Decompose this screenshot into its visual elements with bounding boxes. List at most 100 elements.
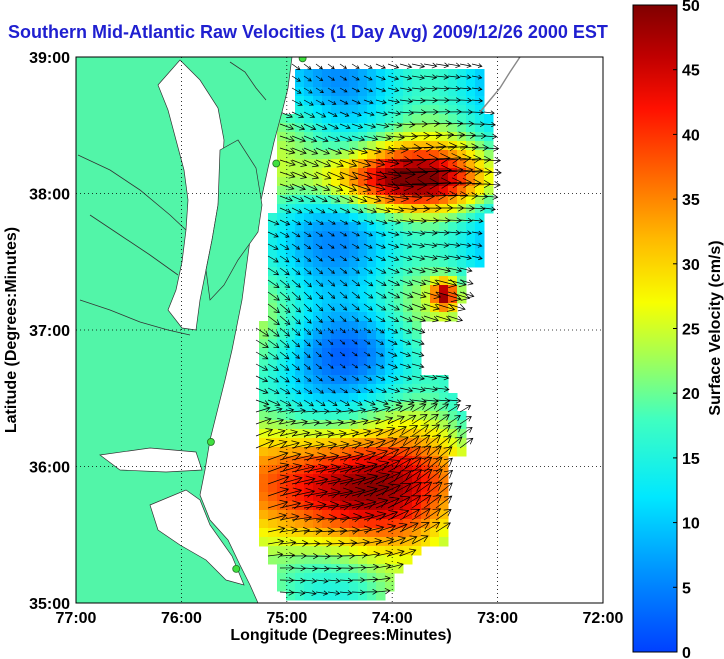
velocity-cell	[394, 492, 404, 502]
velocity-cell	[439, 168, 449, 178]
velocity-arrow	[387, 315, 400, 323]
velocity-cell	[367, 474, 377, 484]
velocity-cell	[430, 78, 440, 88]
velocity-arrow	[459, 437, 474, 449]
velocity-arrow	[411, 535, 429, 545]
velocity-arrow	[375, 255, 387, 262]
velocity-cell	[448, 411, 458, 421]
velocity-arrow	[363, 563, 380, 571]
velocity-arrow	[447, 120, 464, 127]
velocity-cell	[376, 294, 386, 304]
velocity-arrow	[291, 327, 301, 336]
velocity-cell	[304, 249, 314, 259]
velocity-cell	[322, 447, 332, 457]
velocity-arrow	[411, 63, 426, 69]
velocity-arrow	[399, 166, 429, 179]
velocity-arrow	[291, 111, 305, 119]
velocity-cell	[286, 267, 296, 277]
velocity-cell	[412, 411, 422, 421]
map-title: Southern Mid-Atlantic Raw Velocities (1 …	[8, 22, 608, 42]
velocity-cell	[313, 420, 323, 430]
velocity-cell	[286, 276, 296, 286]
velocity-cell	[295, 114, 305, 124]
velocity-cell	[322, 528, 332, 538]
velocity-cell	[340, 285, 350, 295]
velocity-arrow	[411, 468, 433, 485]
colorbar-tick-label: 30	[682, 257, 700, 274]
velocity-cell	[376, 114, 386, 124]
velocity-arrow	[303, 135, 318, 143]
velocity-cell	[439, 231, 449, 241]
velocity-cell	[367, 213, 377, 223]
velocity-cell	[376, 366, 386, 376]
velocity-cell	[286, 465, 296, 475]
velocity-cell	[367, 132, 377, 142]
velocity-arrow	[399, 446, 422, 461]
velocity-cell	[358, 159, 368, 169]
velocity-cell	[403, 213, 413, 223]
velocity-cell	[340, 105, 350, 115]
velocity-cell	[439, 114, 449, 124]
velocity-arrow	[291, 255, 301, 263]
velocity-arrow	[435, 142, 458, 152]
velocity-cell	[412, 69, 422, 79]
velocity-arrow	[471, 155, 492, 164]
velocity-arrow	[435, 164, 464, 177]
velocity-cell	[322, 411, 332, 421]
velocity-cell	[394, 420, 404, 430]
velocity-arrow	[327, 75, 335, 81]
velocity-cell	[403, 132, 413, 142]
velocity-arrow	[279, 315, 291, 325]
velocity-cell	[331, 420, 341, 430]
velocity-cell	[295, 429, 305, 439]
velocity-arrow	[375, 437, 398, 449]
velocity-cell	[322, 312, 332, 322]
velocity-cell	[349, 519, 359, 529]
velocity-cell	[376, 456, 386, 466]
velocity-cell	[358, 447, 368, 457]
velocity-arrow	[351, 267, 360, 274]
velocity-arrow	[339, 486, 366, 498]
velocity-cell	[322, 294, 332, 304]
colorbar-tick-label: 35	[682, 192, 700, 209]
velocity-cell	[367, 492, 377, 502]
velocity-cell	[313, 231, 323, 241]
velocity-cell	[394, 339, 404, 349]
velocity-arrow	[363, 406, 379, 413]
velocity-cell	[376, 492, 386, 502]
velocity-arrow	[351, 99, 361, 105]
velocity-cell	[259, 483, 269, 493]
velocity-cell	[304, 411, 314, 421]
velocity-cell	[340, 573, 350, 583]
velocity-cell	[286, 177, 296, 187]
velocity-cell	[448, 123, 458, 133]
velocity-arrow	[399, 457, 422, 473]
velocity-cell	[385, 159, 395, 169]
velocity-arrow	[447, 191, 469, 200]
velocity-arrow	[315, 375, 323, 382]
velocity-arrow	[387, 122, 403, 129]
velocity-arrow	[315, 339, 322, 346]
velocity-cell	[349, 213, 359, 223]
velocity-cell	[475, 222, 485, 232]
velocity-cell	[322, 519, 332, 529]
velocity-cell	[286, 564, 296, 574]
velocity-cell	[277, 555, 287, 565]
velocity-arrow	[315, 441, 338, 450]
velocity-cell	[412, 393, 422, 403]
velocity-cell	[457, 123, 467, 133]
velocity-arrow	[327, 231, 335, 237]
velocity-cell	[403, 141, 413, 151]
velocity-arrow	[267, 315, 280, 326]
velocity-arrow	[363, 339, 371, 345]
colorbar-tick-label: 0	[682, 645, 691, 659]
velocity-cell	[421, 492, 431, 502]
velocity-cell	[367, 258, 377, 268]
velocity-cell	[448, 69, 458, 79]
velocity-cell	[259, 510, 269, 520]
velocity-cell	[367, 366, 377, 376]
velocity-cell	[421, 195, 431, 205]
velocity-cell	[295, 393, 305, 403]
velocity-cell	[286, 393, 296, 403]
velocity-arrow	[399, 98, 414, 104]
